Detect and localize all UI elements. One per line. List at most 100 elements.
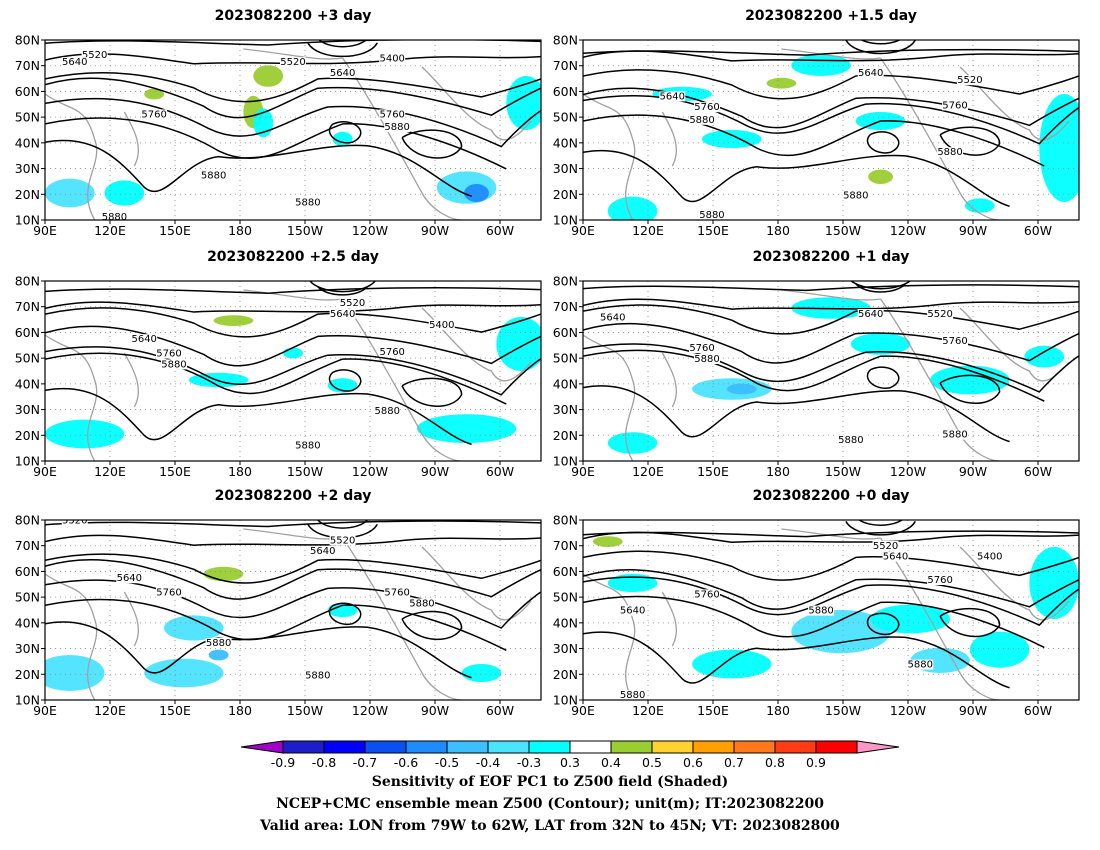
- z500-contour: [866, 366, 900, 389]
- coastline: [123, 111, 139, 167]
- sensitivity-shading: [592, 536, 623, 547]
- contour-label-bg: [101, 212, 128, 220]
- contour-label-bg: [942, 429, 968, 440]
- map-frame: [582, 519, 1080, 701]
- colorbar-label: -0.6: [394, 755, 418, 770]
- contour-label: 5880: [689, 115, 714, 126]
- sensitivity-shading: [203, 566, 244, 582]
- map-panel: 2023082200 +2.5 day552056405400564057605…: [15, 249, 542, 479]
- panel-title: 2023082200 +0 day: [753, 488, 910, 504]
- lat-tick-label: 20N: [553, 187, 578, 202]
- contour-label-bg: [872, 540, 899, 551]
- sensitivity-shading: [702, 130, 762, 148]
- z500-contour: [45, 558, 541, 600]
- coastline: [243, 289, 343, 301]
- contour-label-bg: [428, 319, 455, 330]
- panel-title: 2023082200 +2 day: [215, 488, 372, 504]
- lat-tick-label: 40N: [553, 376, 578, 391]
- contour-label-bg: [339, 298, 366, 309]
- contour-label-bg: [942, 100, 968, 111]
- sensitivity-shading: [208, 649, 229, 661]
- z500-contour: [45, 97, 541, 148]
- contour-label: 5880: [161, 359, 186, 370]
- lon-tick-label: 150W: [287, 703, 323, 718]
- z500-contour: [583, 385, 1010, 443]
- colorbar-segment: [569, 740, 612, 754]
- z500-contour: [45, 553, 541, 584]
- lat-tick-label: 10N: [553, 454, 578, 469]
- z500-contour: [583, 298, 1079, 310]
- lon-tick-label: 90E: [33, 464, 57, 479]
- colorbar-label: -0.8: [312, 755, 336, 770]
- lat-tick-label: 50N: [15, 110, 40, 125]
- z500-contour: [328, 121, 362, 144]
- lat-tick-label: 70N: [15, 58, 40, 73]
- lat-tick-label: 30N: [553, 641, 578, 656]
- contour-label-bg: [156, 587, 182, 598]
- lon-tick-label: 180: [228, 464, 252, 479]
- lat-tick-label: 20N: [15, 187, 40, 202]
- z500-contour: [45, 301, 541, 313]
- z500-contour: [309, 281, 376, 293]
- lat-tick-label: 50N: [15, 590, 40, 605]
- contour-label: 5640: [620, 606, 645, 617]
- map-frame: [582, 39, 1080, 221]
- z500-contour: [583, 531, 1079, 544]
- contour-label: 5880: [305, 670, 330, 681]
- coastline: [342, 298, 462, 461]
- lat-tick-label: 40N: [15, 135, 40, 150]
- contour-label-bg: [205, 638, 232, 648]
- z500-contour: [45, 534, 541, 546]
- lat-tick-label: 80N: [15, 513, 40, 528]
- map-frame: [44, 39, 542, 221]
- colorbar-label: 0.3: [560, 755, 580, 770]
- coastline: [123, 591, 139, 647]
- lon-tick-label: 150W: [287, 223, 323, 238]
- contour-label-bg: [156, 348, 182, 359]
- contour-label: 5400: [379, 54, 404, 65]
- coastline: [880, 537, 1000, 700]
- z500-contour: [401, 377, 463, 407]
- lon-tick-label: 180: [766, 223, 790, 238]
- contour-label: 5760: [694, 589, 719, 600]
- contour-label-bg: [408, 598, 435, 609]
- lon-tick-label: 120W: [352, 223, 388, 238]
- lon-tick-label: 120W: [890, 703, 926, 718]
- contour-label-bg: [942, 336, 968, 346]
- lat-tick-label: 20N: [15, 428, 40, 443]
- contour-label: 5400: [429, 320, 454, 331]
- colorbar-segment: [405, 740, 448, 754]
- contour-label: 5400: [977, 552, 1002, 563]
- contour-label-bg: [694, 354, 720, 364]
- contour-label-bg: [694, 102, 720, 113]
- panel-title: 2023082200 +1.5 day: [745, 8, 917, 24]
- lon-tick-label: 90E: [571, 464, 595, 479]
- coastline: [342, 537, 462, 700]
- z500-contour: [45, 71, 541, 103]
- coastline: [421, 546, 532, 621]
- map-panel: 2023082200 +1.5 day564055205640576058805…: [553, 8, 1080, 238]
- lat-tick-label: 60N: [553, 84, 578, 99]
- contour-label-bg: [907, 659, 934, 670]
- map-frame: [582, 280, 1080, 462]
- lon-tick-label: 150E: [697, 223, 729, 238]
- contour-label: 5520: [330, 535, 355, 546]
- z500-contour: [45, 139, 472, 197]
- contour-label: 5880: [375, 406, 400, 417]
- map-frame: [44, 280, 542, 462]
- z500-contour: [583, 50, 1079, 62]
- lon-tick-label: 150E: [159, 223, 191, 238]
- coastline: [661, 352, 677, 408]
- colorbar-segment: [487, 740, 530, 754]
- lon-tick-label: 60W: [1024, 223, 1052, 238]
- sensitivity-shading: [283, 347, 303, 359]
- z500-contour: [583, 631, 1010, 689]
- lat-tick-label: 80N: [15, 274, 40, 289]
- colorbar-arrow-right: [856, 740, 900, 754]
- z500-contour: [45, 286, 541, 294]
